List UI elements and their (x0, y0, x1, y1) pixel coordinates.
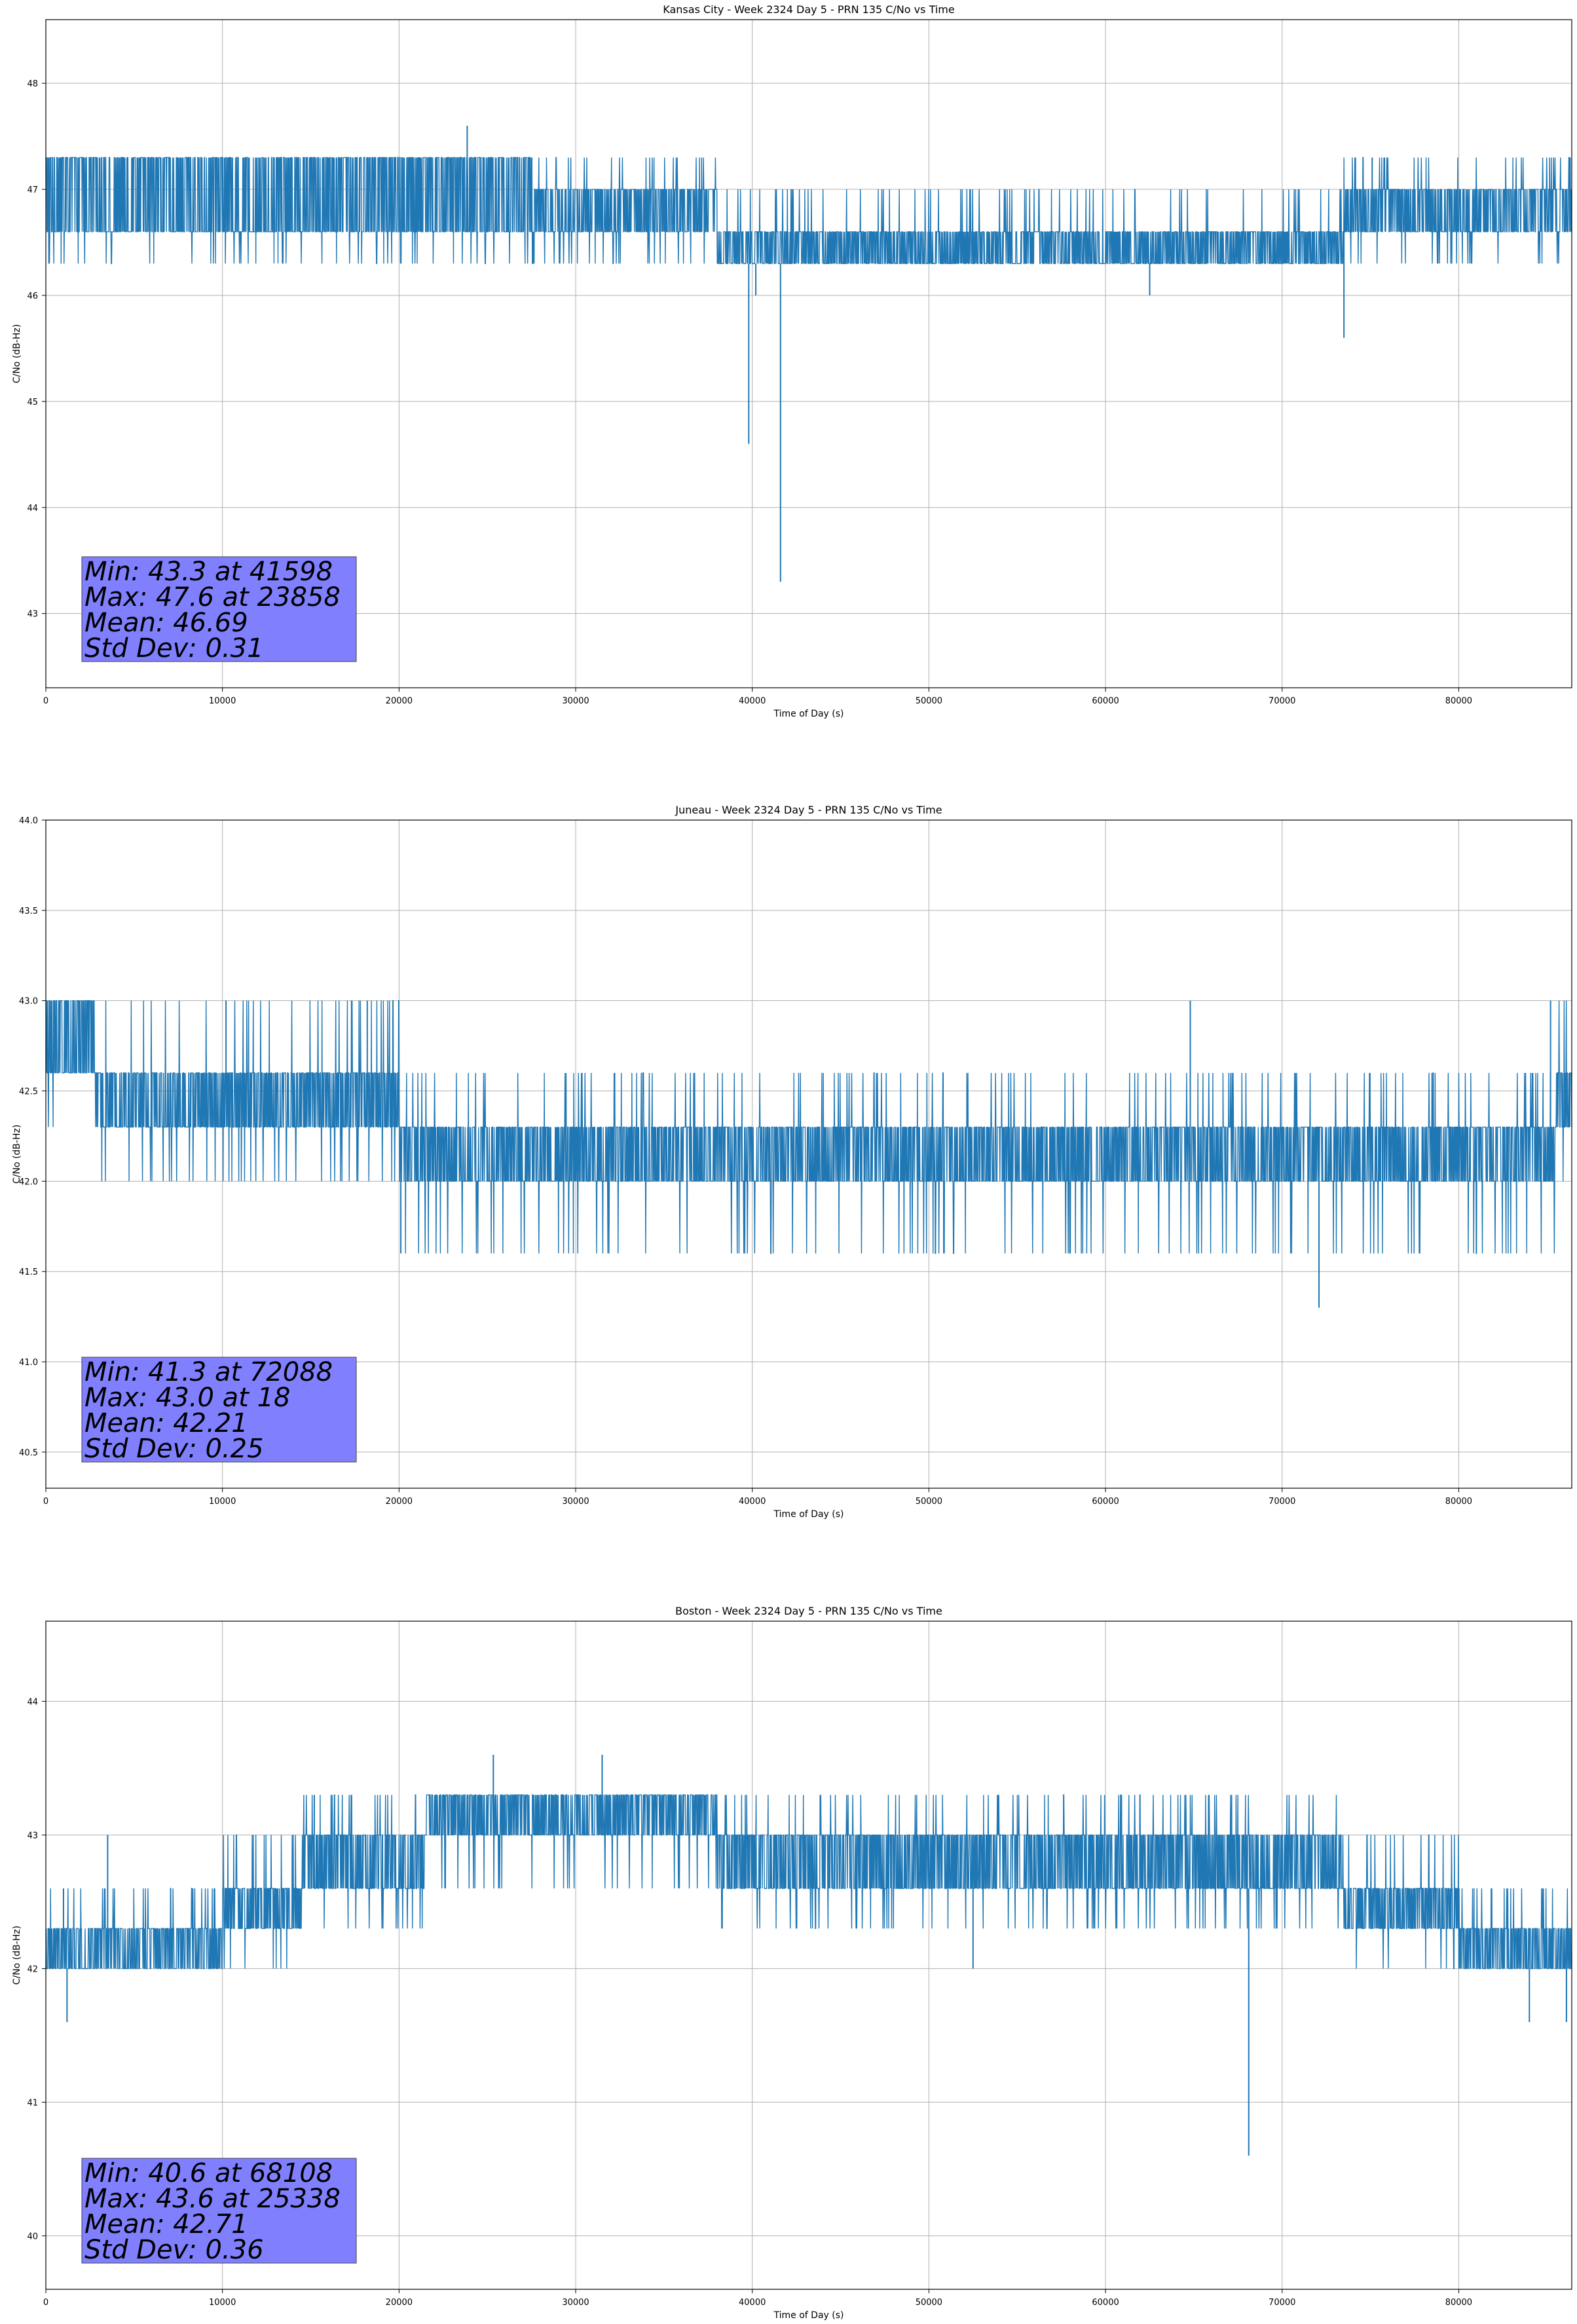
y-tick-label: 42 (27, 1964, 38, 1974)
x-axis-label: Time of Day (s) (773, 1509, 844, 1520)
x-tick-label: 40000 (739, 1497, 766, 1507)
stats-line: Std Dev: 0.31 (84, 633, 264, 664)
x-tick-label: 10000 (209, 696, 236, 706)
x-tick-label: 80000 (1445, 1497, 1472, 1507)
y-tick-label: 44 (27, 504, 38, 514)
x-tick-label: 0 (43, 696, 48, 706)
x-tick-label: 50000 (916, 2298, 942, 2308)
x-tick-label: 40000 (739, 2298, 766, 2308)
stats-box (81, 1357, 357, 1463)
y-tick-label: 43 (27, 1831, 38, 1841)
x-tick-label: 70000 (1269, 696, 1295, 706)
x-tick-label: 70000 (1269, 1497, 1295, 1507)
chart-1: 0 10000 20000 30000 40000 50000 60000 70000 8000… (12, 804, 1572, 1520)
x-tick-label: 10000 (209, 1497, 236, 1507)
y-tick-label: 41.5 (19, 1267, 38, 1277)
chart-title: Kansas City - Week 2324 Day 5 - PRN 135 … (663, 3, 954, 16)
stats-line: Mean: 46.69 (84, 608, 248, 638)
y-tick-label: 44.0 (19, 816, 38, 826)
y-tick-label: 48 (27, 79, 38, 89)
x-tick-label: 20000 (386, 696, 413, 706)
stats-line: Max: 47.6 at 23858 (84, 582, 341, 612)
x-axis-label: Time of Day (s) (773, 709, 844, 719)
x-tick-label: 60000 (1092, 696, 1119, 706)
y-tick-label: 41 (27, 2098, 38, 2108)
axes-frame (45, 19, 1572, 688)
y-tick-label: 42.0 (19, 1177, 38, 1187)
stats-line: Min: 41.3 at 72088 (84, 1357, 333, 1387)
y-tick-label: 43.0 (19, 997, 38, 1007)
stats-line: Min: 43.3 at 41598 (84, 557, 333, 587)
stats-box (81, 556, 357, 662)
x-tick-label: 0 (43, 2298, 48, 2308)
x-tick-label: 10000 (209, 2298, 236, 2308)
stats-line: Max: 43.6 at 25338 (84, 2184, 341, 2214)
x-tick-label: 80000 (1445, 2298, 1472, 2308)
y-axis-label: C/No (dB-Hz) (12, 324, 22, 383)
y-tick-label: 47 (27, 185, 38, 195)
chart-title: Juneau - Week 2324 Day 5 - PRN 135 C/No … (675, 804, 942, 816)
stats-line: Mean: 42.21 (84, 1408, 248, 1438)
x-tick-label: 60000 (1092, 1497, 1119, 1507)
cno-series-line (46, 157, 1572, 265)
x-tick-label: 70000 (1269, 2298, 1295, 2308)
y-tick-label: 44 (27, 1697, 38, 1707)
x-tick-label: 20000 (386, 1497, 413, 1507)
x-tick-label: 30000 (562, 1497, 589, 1507)
y-axis-label: C/No (dB-Hz) (12, 1125, 22, 1184)
y-tick-label: 43 (27, 610, 38, 620)
cno-series-line (45, 1000, 1572, 1254)
chart-title: Boston - Week 2324 Day 5 - PRN 135 C/No … (675, 1605, 942, 1617)
y-tick-label: 42.5 (19, 1087, 38, 1097)
stats-line: Mean: 42.71 (84, 2209, 248, 2240)
axes-frame (45, 819, 1572, 1489)
x-tick-label: 50000 (916, 696, 942, 706)
y-axis-label: C/No (dB-Hz) (12, 1926, 22, 1985)
stats-line: Std Dev: 0.36 (84, 2235, 264, 2265)
stats-line: Std Dev: 0.25 (84, 1434, 264, 1464)
y-tick-label: 40 (27, 2232, 38, 2241)
stats-line: Max: 43.0 at 18 (84, 1383, 290, 1413)
x-tick-label: 80000 (1445, 696, 1472, 706)
chart-2: 0 10000 20000 30000 40000 50000 60000 70000 8000… (12, 1605, 1572, 2321)
y-tick-label: 43.5 (19, 907, 38, 916)
x-tick-label: 60000 (1092, 2298, 1119, 2308)
cno-series-line (45, 1794, 1572, 1970)
x-tick-label: 30000 (562, 696, 589, 706)
stats-box (81, 2158, 357, 2264)
y-tick-label: 46 (27, 291, 38, 301)
x-tick-label: 20000 (386, 2298, 413, 2308)
y-tick-label: 40.5 (19, 1448, 38, 1458)
x-axis-label: Time of Day (s) (773, 2310, 844, 2321)
y-tick-label: 45 (27, 398, 38, 407)
x-tick-label: 50000 (916, 1497, 942, 1507)
x-tick-label: 0 (43, 1497, 48, 1507)
chart-0: 0 10000 20000 30000 40000 50000 60000 70000 8000… (12, 3, 1572, 719)
axes-frame (45, 1621, 1572, 2290)
x-tick-label: 40000 (739, 696, 766, 706)
stats-line: Min: 40.6 at 68108 (84, 2158, 333, 2188)
y-tick-label: 41.0 (19, 1358, 38, 1368)
x-tick-label: 30000 (562, 2298, 589, 2308)
